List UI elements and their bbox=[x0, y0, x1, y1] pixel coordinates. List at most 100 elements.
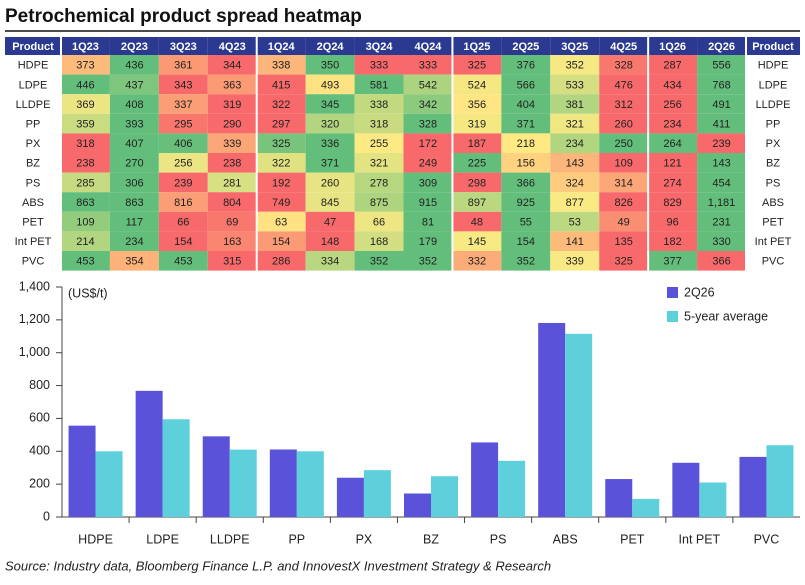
product-cell bbox=[5, 192, 61, 212]
heat-cell bbox=[61, 192, 110, 212]
cell-value: 344 bbox=[223, 60, 241, 72]
cell-value: 322 bbox=[272, 158, 290, 170]
product-label: LDPE bbox=[759, 79, 788, 91]
cell-value: 332 bbox=[468, 256, 486, 268]
product-label: LLDPE bbox=[16, 99, 51, 111]
heat-cell bbox=[697, 133, 746, 153]
heat-cell bbox=[648, 94, 698, 114]
cell-value: 295 bbox=[174, 119, 192, 131]
cell-value: 48 bbox=[471, 217, 483, 229]
heat-cell bbox=[305, 231, 355, 251]
cell-value: 566 bbox=[517, 79, 535, 91]
heat-cell bbox=[403, 74, 453, 95]
cell-value: 154 bbox=[272, 236, 290, 248]
product-label: HDPE bbox=[18, 60, 49, 72]
product-label: PET bbox=[762, 217, 784, 229]
heat-cell bbox=[550, 94, 600, 114]
heat-cell bbox=[697, 153, 746, 173]
cell-value: 816 bbox=[174, 197, 192, 209]
cell-value: 234 bbox=[125, 236, 143, 248]
heat-cell bbox=[697, 211, 746, 232]
cell-value: 333 bbox=[370, 60, 388, 72]
bar bbox=[471, 442, 499, 517]
header-cell bbox=[109, 37, 159, 55]
header-cell bbox=[550, 37, 600, 55]
cell-value: 143 bbox=[566, 158, 584, 170]
cell-value: 69 bbox=[226, 217, 238, 229]
product-cell bbox=[746, 251, 800, 271]
heat-cell bbox=[452, 133, 502, 153]
heat-cell bbox=[599, 133, 649, 153]
cell-value: 371 bbox=[517, 119, 535, 131]
cell-value: 336 bbox=[321, 138, 339, 150]
cell-value: 49 bbox=[618, 217, 630, 229]
heat-cell bbox=[207, 74, 257, 95]
product-cell bbox=[5, 172, 61, 193]
cell-value: 376 bbox=[517, 60, 535, 72]
cell-value: 393 bbox=[125, 119, 143, 131]
cell-value: 214 bbox=[76, 236, 94, 248]
heat-cell bbox=[403, 153, 453, 173]
cell-value: 408 bbox=[125, 99, 143, 111]
cell-value: 321 bbox=[370, 158, 388, 170]
cell-value: 524 bbox=[468, 79, 486, 91]
heat-cell bbox=[501, 172, 551, 193]
heat-cell bbox=[354, 55, 404, 75]
cell-value: 345 bbox=[321, 99, 339, 111]
heat-cell bbox=[207, 55, 257, 75]
cell-value: 333 bbox=[419, 60, 437, 72]
product-label: LDPE bbox=[19, 79, 48, 91]
heat-cell bbox=[158, 113, 208, 134]
heat-cell bbox=[648, 251, 698, 271]
cell-value: 281 bbox=[223, 177, 241, 189]
cell-value: 231 bbox=[712, 217, 730, 229]
cell-value: 863 bbox=[76, 197, 94, 209]
product-label: PVC bbox=[22, 256, 45, 268]
cell-value: 314 bbox=[614, 177, 632, 189]
cell-value: 309 bbox=[419, 177, 437, 189]
cell-value: 315 bbox=[223, 256, 241, 268]
cell-value: 337 bbox=[174, 99, 192, 111]
heat-cell bbox=[305, 251, 355, 271]
cell-value: 270 bbox=[125, 158, 143, 170]
product-label: HDPE bbox=[758, 60, 789, 72]
header-cell bbox=[256, 37, 306, 55]
cell-value: 877 bbox=[566, 197, 584, 209]
cell-value: 407 bbox=[125, 138, 143, 150]
heat-cell bbox=[109, 74, 159, 95]
cell-value: 863 bbox=[125, 197, 143, 209]
cell-value: 238 bbox=[76, 158, 94, 170]
cell-value: 117 bbox=[126, 217, 144, 229]
product-cell bbox=[5, 74, 61, 95]
cell-value: 256 bbox=[174, 158, 192, 170]
cell-value: 187 bbox=[468, 138, 486, 150]
cell-value: 339 bbox=[223, 138, 241, 150]
title: Petrochemical product spread heatmap bbox=[5, 6, 362, 27]
heat-cell bbox=[256, 211, 306, 232]
bar bbox=[269, 449, 297, 517]
x-tick-label: HDPE bbox=[78, 532, 113, 546]
heat-cell bbox=[305, 55, 355, 75]
heat-cell bbox=[207, 192, 257, 212]
cell-value: 369 bbox=[76, 99, 94, 111]
header-cell bbox=[403, 37, 453, 55]
heat-cell bbox=[158, 172, 208, 193]
product-cell bbox=[5, 251, 61, 271]
heat-cell bbox=[599, 113, 649, 134]
heat-cell bbox=[648, 74, 698, 95]
y-tick-label: 200 bbox=[29, 476, 50, 490]
cell-value: 260 bbox=[321, 177, 339, 189]
heat-cell bbox=[501, 251, 551, 271]
heat-cell bbox=[648, 55, 698, 75]
bar bbox=[766, 445, 794, 517]
y-tick-label: 800 bbox=[29, 378, 50, 392]
heat-cell bbox=[501, 55, 551, 75]
header-label: 4Q23 bbox=[219, 41, 246, 53]
cell-value: 826 bbox=[614, 197, 632, 209]
heat-cell bbox=[256, 94, 306, 114]
heat-cell bbox=[648, 133, 698, 153]
cell-value: 453 bbox=[174, 256, 192, 268]
header-label: 2Q23 bbox=[121, 41, 148, 53]
cell-value: 182 bbox=[663, 236, 681, 248]
